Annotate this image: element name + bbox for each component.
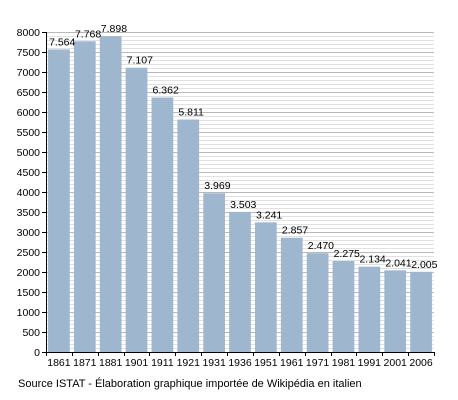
x-tick-label-1951: 1951 [254, 357, 278, 369]
bar-1911 [151, 97, 174, 353]
bar-2006 [410, 271, 432, 352]
x-tick-label-1936: 1936 [228, 357, 252, 369]
data-label-1911: 6.362 [153, 85, 179, 97]
bar-1961 [280, 237, 303, 352]
data-label-1936: 3.503 [230, 199, 256, 211]
y-tick-label: 2000 [17, 267, 41, 279]
bars [48, 36, 432, 353]
x-tick-label-1901: 1901 [125, 357, 149, 369]
x-tick-label-1871: 1871 [73, 357, 97, 369]
y-tick-label: 5000 [17, 147, 41, 159]
data-label-2001: 2.041 [385, 257, 411, 269]
data-label-1961: 2.857 [282, 225, 308, 237]
bar-1991 [358, 266, 381, 352]
y-tick-label: 7000 [17, 67, 41, 79]
x-tick-label-1931: 1931 [202, 357, 226, 369]
y-tick-label: 1000 [17, 307, 41, 319]
axes: 0 500 1000 1500 2000 2500 3000 3500 4000 4500 5000… [17, 27, 435, 369]
source-note: Source ISTAT - Élaboration graphique imp… [18, 378, 362, 390]
data-label-1971: 2.470 [308, 240, 334, 252]
bar-1981 [332, 261, 355, 352]
x-tick-label-1981: 1981 [332, 357, 356, 369]
x-tick-label-1961: 1961 [280, 357, 304, 369]
y-tick-label: 0 [34, 347, 40, 359]
y-tick-label: 6500 [17, 87, 41, 99]
data-label-1921: 5.811 [178, 107, 204, 119]
x-tick-label-1881: 1881 [99, 357, 123, 369]
y-tick-label: 3500 [17, 207, 41, 219]
data-label-1981: 2.275 [334, 248, 360, 260]
y-tick-label: 5500 [17, 127, 41, 139]
x-tick-label-2006: 2006 [409, 357, 433, 369]
y-tick-label: 3000 [17, 227, 41, 239]
x-tick-label-2001: 2001 [384, 357, 408, 369]
x-tick-label-1861: 1861 [47, 357, 71, 369]
bar-1931 [203, 193, 225, 352]
data-label-1861: 7.564 [49, 36, 75, 48]
data-label-1871: 7.768 [75, 28, 101, 40]
x-tick-label-1971: 1971 [306, 357, 330, 369]
bar-2001 [384, 270, 407, 352]
bar-1861 [48, 49, 70, 352]
y-tick-label: 6000 [17, 107, 41, 119]
y-tick-label: 500 [22, 327, 40, 339]
y-tick-label: 4500 [17, 167, 41, 179]
x-tick-label-1991: 1991 [358, 357, 382, 369]
y-tick-label: 2500 [17, 247, 41, 259]
y-tick-label: 1500 [17, 287, 41, 299]
bar-1881 [99, 36, 122, 352]
data-label-2006: 2.005 [411, 259, 437, 271]
bar-1921 [177, 119, 200, 352]
data-label-1931: 3.969 [204, 180, 230, 192]
bar-1971 [306, 253, 329, 352]
y-tick-label: 8000 [17, 27, 41, 39]
data-label-1881: 7.898 [101, 23, 127, 35]
data-label-1991: 2.134 [359, 254, 385, 266]
x-tick-label-1921: 1921 [177, 357, 201, 369]
bar-1951 [255, 222, 277, 352]
bar-1936 [229, 211, 251, 352]
bar-1871 [73, 41, 96, 352]
data-label-1901: 7.107 [127, 55, 153, 67]
x-tick-label-1911: 1911 [151, 357, 174, 369]
data-label-1951: 3.241 [256, 209, 282, 221]
y-tick-label: 7500 [17, 47, 41, 59]
bar-1901 [125, 67, 148, 352]
y-tick-label: 4000 [17, 187, 41, 199]
